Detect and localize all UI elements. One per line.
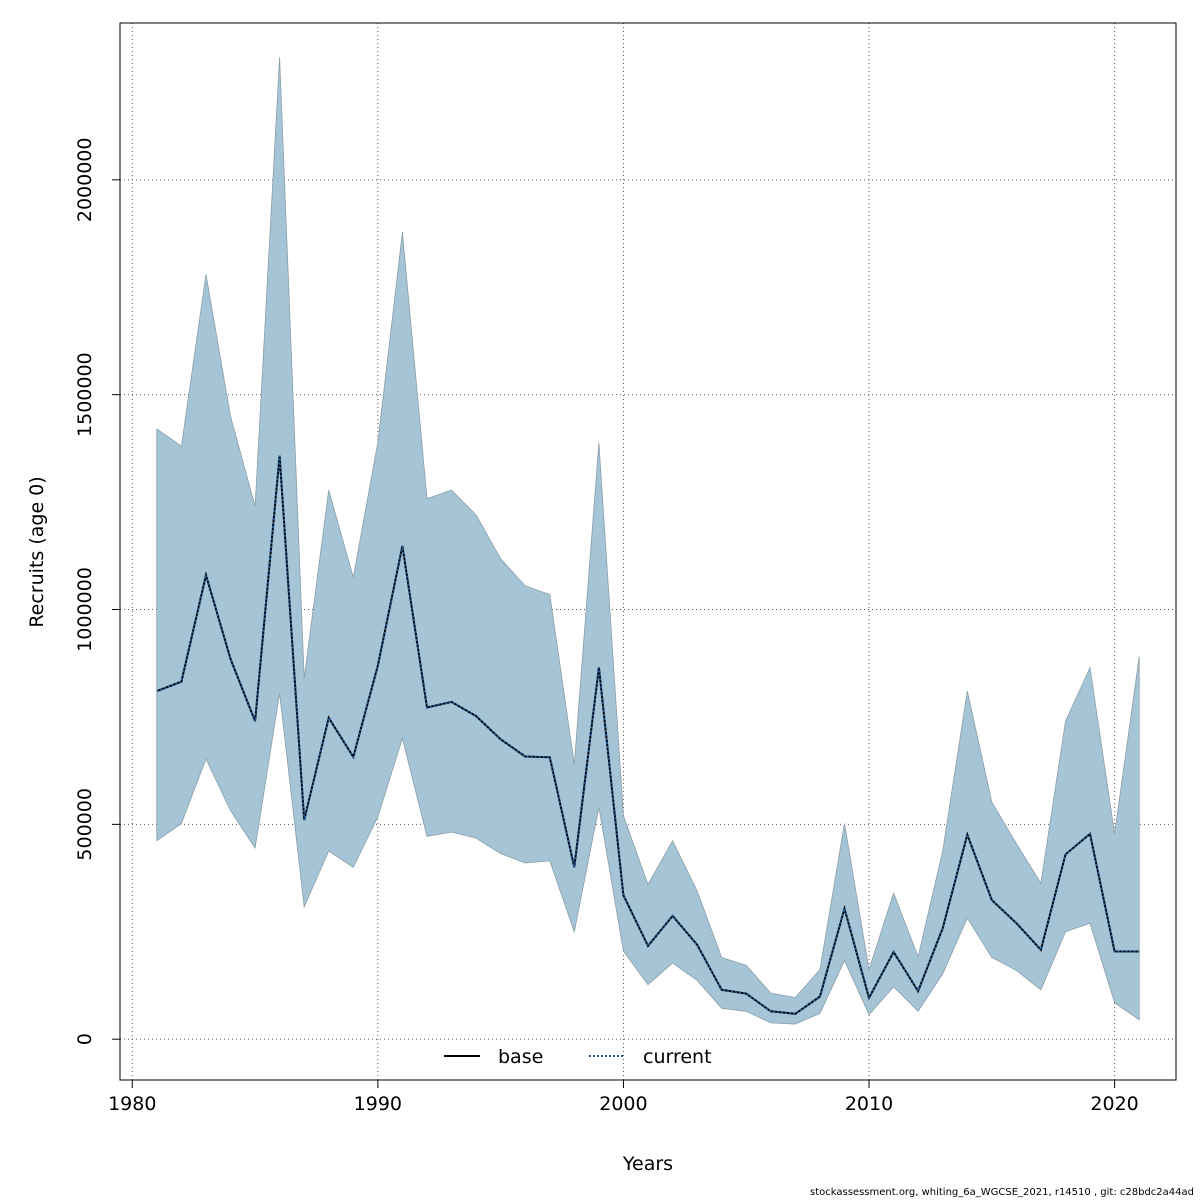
y-tick-label-1500000: 1500000 bbox=[74, 352, 96, 437]
y-tick-label-500000: 500000 bbox=[74, 788, 96, 861]
x-tick-label-1980: 1980 bbox=[108, 1093, 156, 1115]
x-tick-label-1990: 1990 bbox=[354, 1093, 402, 1115]
x-tick-label-2000: 2000 bbox=[599, 1093, 647, 1115]
legend: base current bbox=[444, 1046, 712, 1068]
y-axis-title: Recruits (age 0) bbox=[26, 476, 48, 627]
x-tick-label-2020: 2020 bbox=[1090, 1093, 1138, 1115]
confidence-band bbox=[156, 57, 1140, 1025]
plot-frame bbox=[119, 22, 1177, 1081]
x-axis: 1980 1990 2000 2010 2020 bbox=[108, 1080, 1139, 1115]
legend-current-label: current bbox=[643, 1046, 712, 1068]
legend-base-label: base bbox=[498, 1046, 543, 1068]
footer-note: stockassessment.org, whiting_6a_WGCSE_20… bbox=[810, 1187, 1194, 1198]
y-axis: 0 500000 1000000 1500000 2000000 bbox=[74, 138, 120, 1045]
current-series-line bbox=[156, 455, 1140, 1015]
x-axis-title: Years bbox=[622, 1153, 673, 1175]
y-tick-label-1000000: 1000000 bbox=[74, 567, 96, 652]
x-tick-label-2010: 2010 bbox=[845, 1093, 893, 1115]
y-tick-label-0: 0 bbox=[74, 1033, 96, 1045]
y-tick-label-2000000: 2000000 bbox=[74, 138, 96, 223]
